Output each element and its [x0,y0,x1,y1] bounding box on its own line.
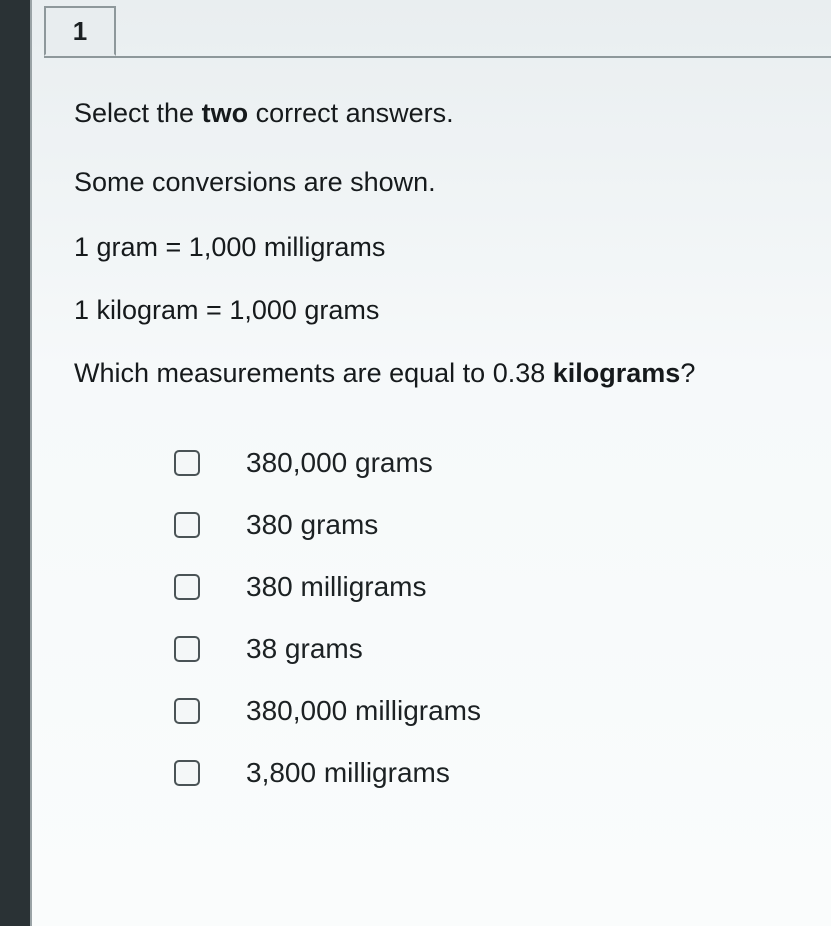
choice-label: 3,800 milligrams [246,757,450,789]
choice-label: 380,000 milligrams [246,695,481,727]
checkbox[interactable] [174,698,200,724]
instruction-bold: two [202,98,249,128]
prompt-post: ? [680,358,695,388]
choice-row: 380 milligrams [174,571,831,603]
question-card: 1 Select the two correct answers. Some c… [30,0,831,926]
instruction-post: correct answers. [248,98,454,128]
choice-label: 38 grams [246,633,363,665]
conversion-2: 1 kilogram = 1,000 grams [74,293,831,328]
checkbox[interactable] [174,574,200,600]
instruction-pre: Select the [74,98,202,128]
answer-choices: 380,000 grams 380 grams 380 milligrams 3… [174,447,831,789]
choice-label: 380 milligrams [246,571,427,603]
checkbox[interactable] [174,450,200,476]
choice-row: 380,000 milligrams [174,695,831,727]
choice-row: 380 grams [174,509,831,541]
choice-label: 380 grams [246,509,378,541]
conversion-1: 1 gram = 1,000 milligrams [74,230,831,265]
checkbox[interactable] [174,636,200,662]
prompt-text: Which measurements are equal to 0.38 kil… [74,356,831,391]
choice-row: 38 grams [174,633,831,665]
question-number-tab: 1 [44,6,116,56]
prompt-bold: kilograms [553,358,681,388]
checkbox[interactable] [174,760,200,786]
context-text: Some conversions are shown. [74,165,831,200]
choice-row: 3,800 milligrams [174,757,831,789]
divider [44,56,831,58]
choice-row: 380,000 grams [174,447,831,479]
checkbox[interactable] [174,512,200,538]
choice-label: 380,000 grams [246,447,433,479]
question-body: Select the two correct answers. Some con… [74,96,831,819]
question-number: 1 [73,16,87,47]
instruction-text: Select the two correct answers. [74,96,831,131]
prompt-pre: Which measurements are equal to 0.38 [74,358,553,388]
